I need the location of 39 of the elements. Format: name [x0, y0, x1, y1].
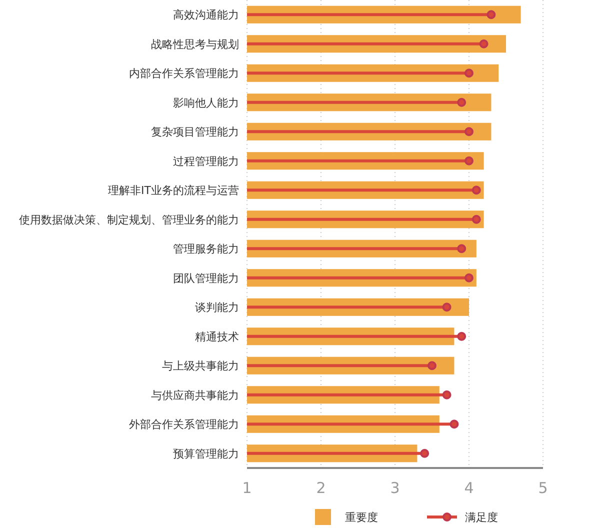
point — [457, 332, 466, 341]
y-tick-label: 理解非IT业务的流程与运营 — [108, 184, 239, 198]
y-tick-label: 预算管理能力 — [173, 447, 239, 460]
point — [442, 302, 452, 312]
y-tick-label: 谈判能力 — [195, 301, 239, 314]
y-tick-label: 团队管理能力 — [173, 272, 239, 285]
x-tick-label: 1 — [242, 479, 252, 497]
y-tick-label: 内部合作关系管理能力 — [129, 67, 239, 80]
point — [457, 98, 466, 107]
y-tick-label: 与上级共事能力 — [162, 360, 239, 373]
point — [486, 10, 496, 20]
point — [464, 127, 474, 136]
point — [428, 361, 436, 370]
y-tick-label: 复杂项目管理能力 — [151, 126, 239, 139]
point — [472, 186, 481, 195]
legend-label: 满足度 — [465, 511, 498, 524]
y-tick-label: 使用数据做决策、制定规划、管理业务的能力 — [19, 213, 239, 226]
point — [420, 448, 430, 458]
point — [479, 39, 488, 48]
x-tick-label: 3 — [390, 479, 400, 497]
y-tick-label: 高效沟通能力 — [173, 8, 239, 22]
y-tick-label: 过程管理能力 — [173, 154, 239, 168]
x-tick-label: 2 — [316, 479, 326, 497]
x-tick-label: 5 — [538, 479, 548, 497]
point — [457, 244, 466, 254]
y-tick-label: 管理服务能力 — [173, 242, 239, 256]
y-tick-label: 战略性思考与规划 — [151, 38, 239, 51]
x-tick-label: 4 — [464, 479, 474, 497]
point — [472, 214, 481, 224]
point — [464, 68, 474, 78]
point — [450, 420, 459, 429]
y-tick-label: 与供应商共事能力 — [151, 388, 239, 402]
point — [464, 273, 474, 282]
point — [464, 156, 474, 166]
legend-label: 重要度 — [345, 511, 378, 524]
y-tick-label: 外部合作关系管理能力 — [129, 418, 239, 432]
y-tick-label: 影响他人能力 — [173, 96, 239, 110]
point — [442, 390, 452, 400]
y-tick-label: 精通技术 — [195, 330, 239, 344]
